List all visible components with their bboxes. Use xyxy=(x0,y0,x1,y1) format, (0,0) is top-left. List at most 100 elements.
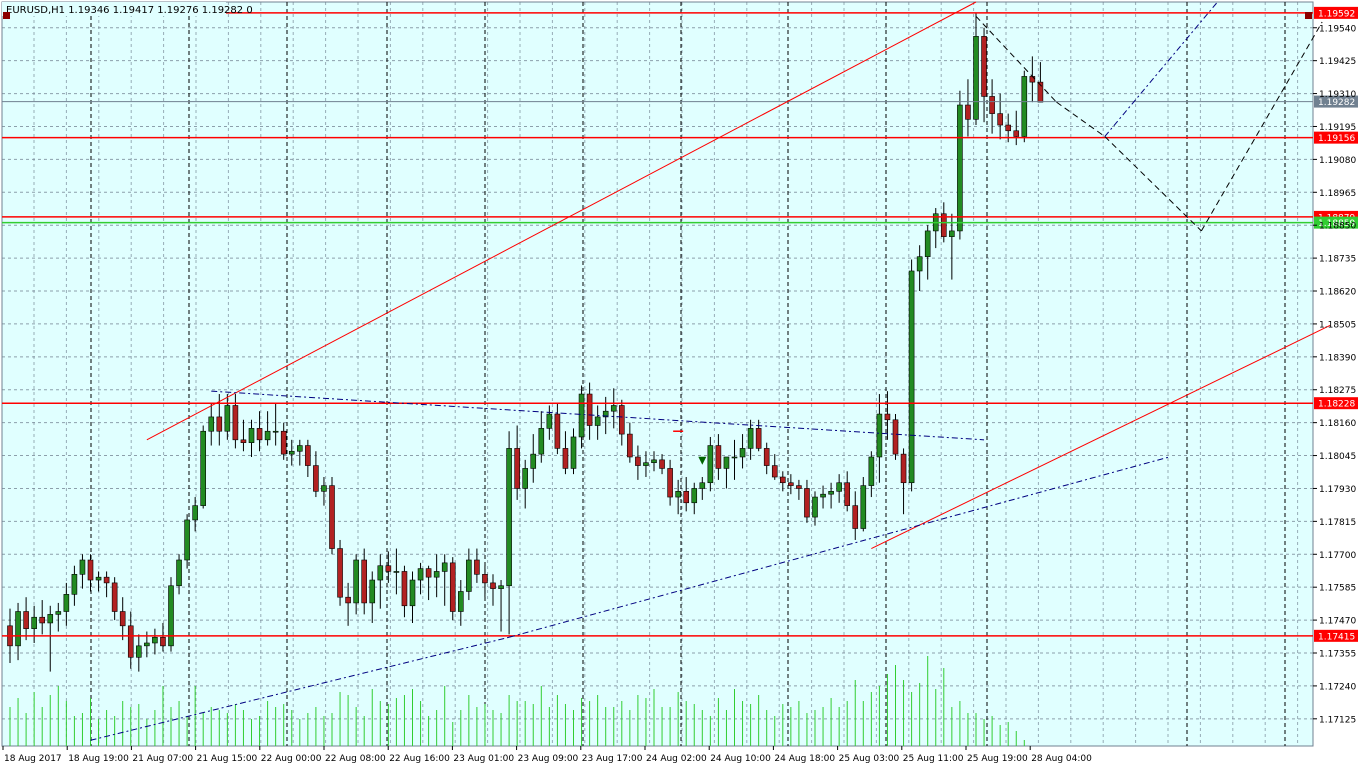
candle-bear xyxy=(667,468,673,498)
candle-bear xyxy=(482,574,488,584)
candle-bull xyxy=(224,405,231,432)
x-tick-label: 24 Aug 10:00 xyxy=(710,754,771,764)
candle-bear xyxy=(111,582,118,612)
candle-bear xyxy=(884,413,891,421)
candle-bull xyxy=(369,579,376,604)
candle-bull xyxy=(602,410,609,418)
candle-bear xyxy=(892,419,899,455)
y-tick-label: 1.18275 xyxy=(1319,386,1356,396)
price-tag-bg xyxy=(1314,131,1358,144)
price-tag-label: 1.19282 xyxy=(1318,98,1355,108)
candle-bear xyxy=(788,482,794,486)
price-tag-bg xyxy=(1314,216,1358,229)
candle-bull xyxy=(321,485,327,492)
candle-bear xyxy=(345,596,351,604)
price-tag-bg xyxy=(1314,95,1358,108)
candle-bear xyxy=(240,439,247,443)
candle-bull xyxy=(957,104,963,232)
candle-bull xyxy=(578,393,585,438)
candle-bear xyxy=(852,505,859,529)
y-tick-label: 1.18390 xyxy=(1319,353,1356,363)
candle-bear xyxy=(216,416,223,432)
x-tick-label: 28 Aug 04:00 xyxy=(1031,754,1092,764)
candle-bull xyxy=(594,416,601,426)
arrow-down-icon xyxy=(698,456,707,465)
price-tag-bg xyxy=(1314,629,1358,642)
x-tick-label: 23 Aug 17:00 xyxy=(582,754,643,764)
candle-bull xyxy=(538,428,545,455)
candle-bull xyxy=(144,642,150,647)
candle-bear xyxy=(514,448,520,489)
x-tick-label: 23 Aug 09:00 xyxy=(518,754,579,764)
y-tick-label: 1.18965 xyxy=(1319,189,1356,199)
candle-bear xyxy=(1029,76,1036,83)
candle-bull xyxy=(136,645,142,658)
candle-bull xyxy=(522,468,529,489)
candle-bull xyxy=(651,459,657,464)
y-tick-label: 1.19195 xyxy=(1319,123,1356,133)
y-tick-label: 1.17700 xyxy=(1319,551,1356,561)
candle-bear xyxy=(474,559,480,575)
candle-bull xyxy=(530,453,537,469)
candle-bull xyxy=(353,559,359,604)
candle-bull xyxy=(377,565,384,581)
candle-bull xyxy=(168,585,174,647)
scroll-handle-right[interactable] xyxy=(1305,12,1312,19)
candle-bull xyxy=(184,519,190,561)
candle-bull xyxy=(723,456,730,469)
candle-bull xyxy=(973,36,979,120)
candle-bull xyxy=(95,576,102,581)
y-tick-label: 1.18160 xyxy=(1319,419,1356,429)
candle-bear xyxy=(119,611,126,627)
candle-bear xyxy=(1013,130,1020,137)
candle-bear xyxy=(361,559,368,604)
candle-bear xyxy=(965,104,971,120)
candle-bull xyxy=(296,445,303,452)
candle-bull xyxy=(288,450,295,455)
candle-bull xyxy=(457,591,464,612)
x-tick-label: 22 Aug 00:00 xyxy=(261,754,322,764)
y-tick-label: 1.19310 xyxy=(1319,90,1356,100)
trend-line xyxy=(871,324,1331,550)
candle-bear xyxy=(940,213,947,237)
price-tag-bg xyxy=(1314,397,1358,410)
candle-bear xyxy=(989,96,995,114)
y-tick-label: 1.18045 xyxy=(1319,452,1356,462)
candle-bear xyxy=(796,485,802,489)
price-axis: 1.19540 1.19425 1.19310 1.19195 1.19080 1.189… xyxy=(1313,24,1356,725)
x-tick-label: 21 Aug 07:00 xyxy=(132,754,193,764)
candle-bear xyxy=(103,576,110,584)
x-tick-label: 24 Aug 18:00 xyxy=(774,754,835,764)
horizontal-levels: 1.195921.192821.191561.188791.188591.182… xyxy=(2,6,1358,642)
trend-line xyxy=(211,390,985,441)
candle-bear xyxy=(1037,81,1044,103)
candle-bull xyxy=(47,614,54,624)
candle-bear xyxy=(627,433,633,458)
trend-line xyxy=(1104,1,1218,137)
candle-bull xyxy=(433,571,440,578)
symbol-header: EURUSD,H1 1.19346 1.19417 1.19276 1.1928… xyxy=(6,5,253,16)
candle-bull xyxy=(272,430,279,433)
candle-bull xyxy=(949,230,955,237)
candle-bull xyxy=(79,559,86,575)
candle-bull xyxy=(731,456,738,459)
candle-bull xyxy=(916,256,923,272)
trend-lines xyxy=(90,1,1331,741)
candle-bull xyxy=(200,430,206,506)
price-tag-bg xyxy=(1314,6,1358,19)
candle-bull xyxy=(248,428,255,443)
y-tick-label: 1.19080 xyxy=(1319,156,1356,166)
scroll-handle-left[interactable] xyxy=(3,12,10,19)
y-tick-label: 1.17930 xyxy=(1319,485,1356,495)
candle-bear xyxy=(401,571,408,607)
candle-bear xyxy=(280,430,287,455)
trend-line xyxy=(146,1,977,441)
candle-bear xyxy=(385,565,392,572)
plot-area[interactable] xyxy=(1,1,1314,747)
candle-bear xyxy=(425,568,432,578)
candle-bear xyxy=(337,548,343,598)
price-tag-label: 1.18228 xyxy=(1318,400,1355,410)
candle-bull xyxy=(570,436,577,469)
